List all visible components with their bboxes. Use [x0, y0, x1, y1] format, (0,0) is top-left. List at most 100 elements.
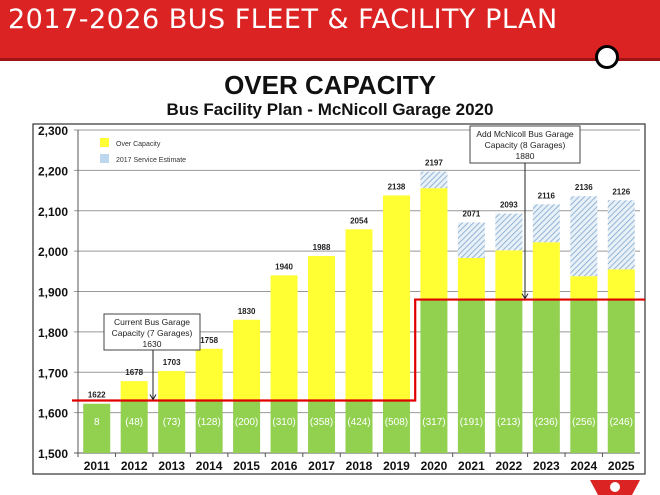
data-label-total: 2054 [350, 216, 368, 225]
bar-within-capacity-2012 [120, 400, 148, 453]
data-label-total: 1622 [88, 391, 106, 400]
x-tick-label: 2019 [383, 459, 410, 473]
bar-service-estimate-2021 [457, 222, 485, 258]
data-label-capacity-diff: (200) [235, 417, 258, 428]
bar-over-capacity-2017 [308, 255, 336, 401]
x-tick-label: 2016 [271, 459, 298, 473]
data-label-capacity-diff: (236) [535, 417, 558, 428]
header-title: 2017-2026 BUS FLEET & FACILITY PLAN [8, 4, 558, 35]
bar-within-capacity-2023 [532, 299, 560, 453]
y-tick-label: 1,600 [38, 407, 68, 421]
data-label-total: 1830 [238, 307, 256, 316]
capacity-line [72, 298, 645, 402]
bar-within-capacity-2019 [382, 400, 410, 453]
data-label-capacity-diff: (317) [422, 417, 445, 428]
data-label-capacity-diff: (213) [497, 417, 520, 428]
bar-within-capacity-2018 [345, 400, 373, 453]
y-tick-label: 1,700 [38, 366, 68, 380]
data-label-capacity-diff: (256) [572, 417, 595, 428]
circle-icon [595, 45, 619, 69]
data-label-capacity-diff: (424) [347, 417, 370, 428]
ttc-logo [590, 480, 640, 495]
x-tick-label: 2012 [121, 459, 148, 473]
annotation-text: Add McNicoll Bus Garage [476, 129, 574, 139]
data-label-capacity-diff: (508) [385, 417, 408, 428]
data-label-total: 2136 [575, 183, 593, 192]
annotation-text: Current Bus Garage [114, 317, 190, 327]
bar-over-capacity-2021 [457, 257, 485, 300]
bar-over-capacity-2023 [532, 242, 560, 300]
bar-service-estimate-2025 [607, 200, 635, 270]
x-tick-label: 2011 [84, 459, 110, 473]
bar-over-capacity-2018 [345, 229, 373, 401]
bar-within-capacity-2015 [233, 400, 261, 453]
data-label-total: 2197 [425, 159, 443, 168]
slide-title: OVER CAPACITY [224, 70, 436, 100]
data-label-total: 2126 [612, 187, 630, 196]
y-tick-label: 1,500 [38, 447, 68, 461]
x-tick-label: 2022 [496, 459, 523, 473]
arrowhead-icon [149, 394, 157, 401]
data-label-total: 2116 [538, 191, 556, 200]
bar-over-capacity-2016 [270, 275, 298, 401]
bar-within-capacity-2025 [607, 299, 635, 453]
legend-label: 2017 Service Estimate [116, 157, 186, 164]
annotation-text: Capacity (8 Garages) [485, 140, 566, 150]
y-tick-label: 2,200 [38, 164, 68, 178]
x-tick-label: 2020 [421, 459, 448, 473]
y-tick-label: 2,300 [38, 124, 68, 138]
x-tick-label: 2025 [608, 459, 635, 473]
bar-within-capacity-2017 [308, 400, 336, 453]
x-tick-label: 2018 [346, 459, 373, 473]
bar-over-capacity-2022 [495, 250, 523, 300]
bar-service-estimate-2023 [532, 204, 560, 243]
data-label-total: 1703 [163, 358, 181, 367]
bar-over-capacity-2020 [420, 188, 448, 300]
annotation-box [469, 125, 581, 164]
annotation-text: 1880 [516, 151, 535, 161]
data-label-capacity-diff: (128) [197, 417, 220, 428]
x-tick-label: 2014 [196, 459, 223, 473]
bar-within-capacity-2011 [83, 403, 111, 453]
data-label-total: 1678 [125, 368, 143, 377]
bar-within-capacity-2021 [457, 299, 485, 453]
header-bar: 2017-2026 BUS FLEET & FACILITY PLAN [0, 0, 660, 61]
data-label-capacity-diff: (246) [610, 417, 633, 428]
bar-service-estimate-2022 [495, 213, 523, 251]
annotation-text: Capacity (7 Garages) [112, 328, 193, 338]
x-tick-label: 2013 [158, 459, 185, 473]
legend-swatch [100, 154, 109, 163]
y-tick-label: 1,900 [38, 286, 68, 300]
annotation-box [103, 313, 201, 351]
legend-label: Over Capacity [116, 141, 161, 148]
bar-over-capacity-2015 [233, 319, 261, 401]
data-label-total: 2093 [500, 201, 518, 210]
bar-within-capacity-2022 [495, 299, 523, 453]
data-label-capacity-diff: (191) [460, 417, 483, 428]
y-tick-label: 2,100 [38, 205, 68, 219]
x-tick-label: 2017 [308, 459, 335, 473]
annotation-text: 1630 [143, 339, 162, 349]
bar-over-capacity-2024 [570, 276, 598, 300]
bar-within-capacity-2014 [195, 400, 223, 453]
bar-over-capacity-2019 [382, 195, 410, 401]
x-tick-label: 2024 [570, 459, 597, 473]
chart-title: Bus Facility Plan - McNicoll Garage 2020 [166, 100, 494, 119]
legend-swatch [100, 138, 109, 147]
arrowhead-icon [521, 293, 529, 300]
bar-over-capacity-2013 [158, 371, 186, 401]
data-label-total: 2138 [388, 182, 406, 191]
bar-over-capacity-2012 [120, 381, 148, 401]
bar-within-capacity-2024 [570, 299, 598, 453]
bar-service-estimate-2020 [420, 171, 448, 189]
y-tick-label: 2,000 [38, 245, 68, 259]
data-label-total: 1758 [200, 336, 218, 345]
x-tick-label: 2021 [458, 459, 485, 473]
data-label-capacity-diff: (358) [310, 417, 333, 428]
bar-within-capacity-2013 [158, 400, 186, 453]
data-label-capacity-diff: (73) [163, 417, 181, 428]
data-label-capacity-diff: (310) [272, 417, 295, 428]
data-label-capacity-diff: 8 [94, 417, 100, 428]
